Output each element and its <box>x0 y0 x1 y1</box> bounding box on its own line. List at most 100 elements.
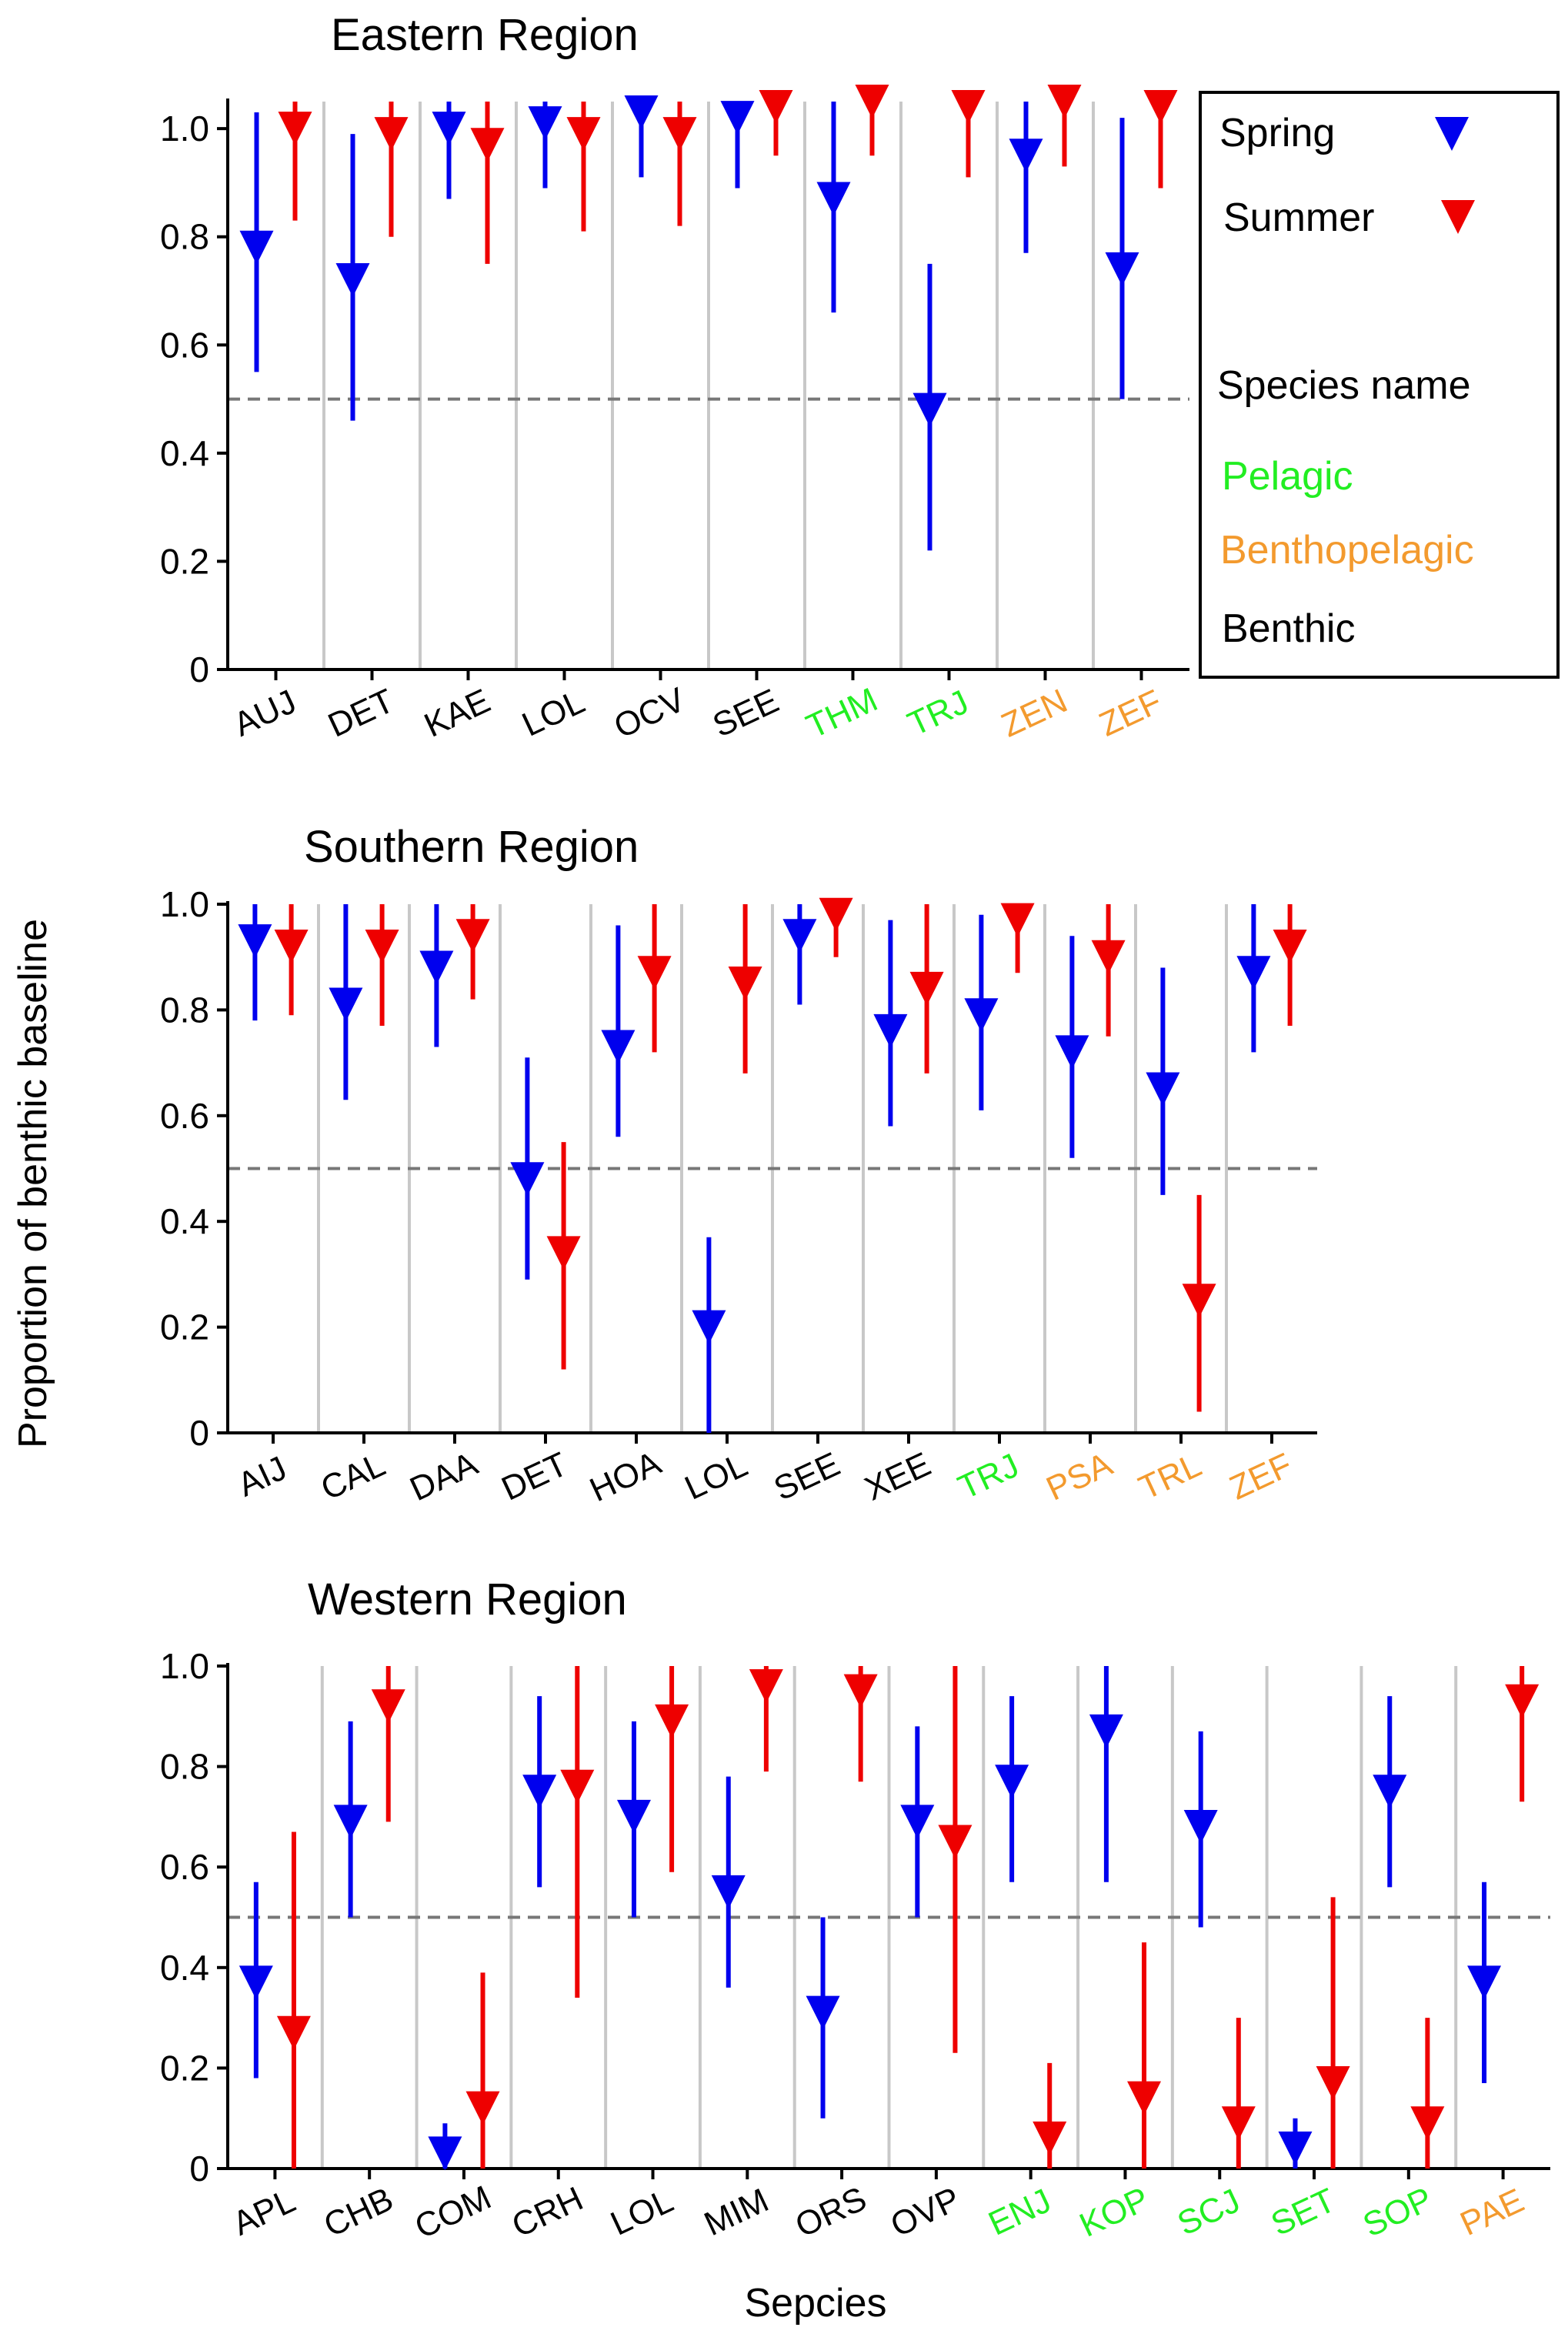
y-tick-label: 1.0 <box>160 109 209 149</box>
point-marker-spring <box>964 998 999 1033</box>
point-marker-summer <box>546 1236 581 1271</box>
point-marker-spring <box>1009 139 1043 173</box>
y-tick-label: 0.6 <box>160 325 209 365</box>
x-tick-label: TRL <box>1133 1446 1207 1508</box>
point-marker-summer <box>1273 929 1307 963</box>
chart-panels: Eastern Region 0 0.2 0.4 0.6 0.8 1.0 AUJ DET KAE L… <box>160 10 1550 2246</box>
point-marker-spring <box>1089 1714 1123 1748</box>
legend-spring-label: Spring <box>1219 111 1335 155</box>
x-tick-label: CAL <box>315 1446 391 1508</box>
point-marker-spring <box>335 262 370 297</box>
x-tick-label: KAE <box>419 682 496 745</box>
point-marker-spring <box>238 924 272 959</box>
y-tick-label: 0.8 <box>160 990 209 1030</box>
chart-title: Western Region <box>308 1574 627 1624</box>
y-tick-label: 0 <box>189 2149 209 2189</box>
x-tick-label: COM <box>409 2179 497 2246</box>
point-marker-summer <box>374 117 409 152</box>
point-marker-spring <box>711 1875 746 1909</box>
legend-benthic-label: Benthic <box>1222 606 1355 651</box>
y-tick-label: 0.4 <box>160 1201 209 1241</box>
point-marker-summer <box>1127 2081 1162 2115</box>
legend-summer-marker <box>1441 200 1475 234</box>
x-axis-label: Sepcies <box>745 2281 887 2326</box>
point-marker-spring <box>333 1805 368 1839</box>
point-marker-summer <box>938 1825 972 1859</box>
point-marker-spring <box>816 182 851 216</box>
point-marker-spring <box>510 1162 545 1197</box>
x-tick-label: THM <box>801 681 883 746</box>
y-tick-label: 0.6 <box>160 1847 209 1887</box>
x-tick-label: SEE <box>707 682 785 745</box>
point-marker-summer <box>662 117 697 152</box>
point-marker-spring <box>1055 1035 1089 1070</box>
point-marker-spring <box>616 1799 651 1834</box>
point-marker-spring <box>1373 1775 1407 1809</box>
y-tick-label: 0.8 <box>160 1747 209 1787</box>
point-marker-spring <box>624 95 659 130</box>
legend-species-name-label: Species name <box>1217 363 1471 408</box>
point-marker-spring <box>432 112 466 146</box>
x-tick-label: DET <box>496 1445 573 1508</box>
x-tick-label: CHB <box>319 2180 399 2245</box>
point-marker-summer <box>1410 2106 1445 2141</box>
x-tick-label: KOP <box>1074 2180 1155 2245</box>
x-tick-label: ENJ <box>983 2182 1057 2243</box>
point-marker-spring <box>419 950 454 985</box>
y-tick-label: 0.4 <box>160 1948 209 1988</box>
point-marker-summer <box>276 2015 311 2050</box>
x-tick-label: TRJ <box>952 1447 1025 1507</box>
point-marker-summer <box>728 967 762 1001</box>
point-marker-summer <box>371 1689 405 1724</box>
point-marker-summer <box>560 1769 595 1804</box>
x-tick-label: PSA <box>1041 1445 1119 1508</box>
y-tick-label: 0 <box>189 649 209 690</box>
point-marker-spring <box>806 1995 840 2030</box>
point-marker-summer <box>1047 85 1082 119</box>
legend-benthopelagic-label: Benthopelagic <box>1220 528 1474 573</box>
x-tick-label: LOL <box>679 1446 753 1508</box>
point-marker-spring <box>692 1310 726 1344</box>
x-tick-label: ZEF <box>1224 1446 1298 1508</box>
point-marker-summer <box>637 956 672 990</box>
x-tick-label: HOA <box>584 1444 667 1509</box>
point-marker-summer <box>1505 1684 1540 1718</box>
point-marker-spring <box>995 1765 1029 1799</box>
y-tick-label: 0.6 <box>160 1096 209 1136</box>
point-marker-summer <box>274 929 309 963</box>
point-marker-summer <box>855 85 889 119</box>
y-tick-label: 0.2 <box>160 1307 209 1347</box>
chart-title: Southern Region <box>304 822 639 872</box>
point-marker-summer <box>365 929 399 963</box>
point-marker-spring <box>1146 1072 1180 1107</box>
x-tick-label: ZEF <box>1093 683 1167 744</box>
point-marker-summer <box>455 919 490 953</box>
point-marker-summer <box>819 897 853 932</box>
y-tick-label: 0.4 <box>160 433 209 473</box>
point-marker-spring <box>1183 1809 1218 1844</box>
point-marker-spring <box>428 2136 462 2171</box>
point-marker-summer <box>470 128 505 162</box>
point-marker-summer <box>1091 940 1126 974</box>
x-tick-label: AIJ <box>232 1449 292 1504</box>
y-tick-label: 0.8 <box>160 217 209 257</box>
point-marker-spring <box>329 987 363 1022</box>
point-marker-summer <box>1221 2106 1256 2141</box>
x-tick-label: XEE <box>859 1445 937 1508</box>
point-marker-summer <box>843 1674 878 1708</box>
legend-spring-marker <box>1435 117 1469 151</box>
x-tick-label: OVP <box>885 2180 966 2245</box>
y-tick-label: 0.2 <box>160 541 209 581</box>
legend-pelagic-label: Pelagic <box>1222 454 1353 499</box>
legend-box <box>1199 91 1560 679</box>
x-tick-label: APL <box>227 2182 301 2243</box>
point-marker-spring <box>912 392 947 427</box>
x-tick-label: AUJ <box>228 683 302 744</box>
point-marker-summer <box>278 112 312 146</box>
chart-title: Eastern Region <box>331 10 639 60</box>
point-marker-summer <box>1182 1284 1216 1318</box>
point-marker-summer <box>1143 90 1178 125</box>
panel-southern-region: Southern Region 0 0.2 0.4 0.6 0.8 1.0 AIJ CAL DAA… <box>160 822 1317 1509</box>
point-marker-summer <box>566 117 601 152</box>
